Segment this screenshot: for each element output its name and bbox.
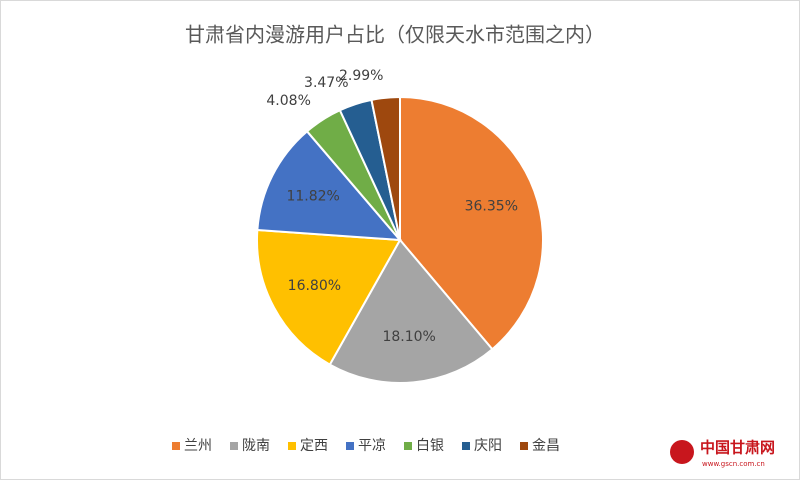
data-label: 3.47% [304, 75, 348, 91]
legend-label: 金昌 [532, 438, 560, 454]
pie-slice [328, 238, 494, 384]
pie-slice [256, 228, 402, 366]
data-label: 4.08% [266, 93, 310, 109]
legend-label: 定西 [300, 438, 328, 454]
pie-slice [256, 129, 403, 242]
data-label: 11.82% [286, 188, 339, 204]
legend-label: 庆阳 [474, 438, 502, 454]
legend-label: 兰州 [184, 438, 212, 454]
logo-name: 中国甘肃网 [700, 439, 775, 457]
logo-url: www.gscn.com.cn [702, 460, 765, 468]
legend-label: 平凉 [358, 438, 386, 454]
legend-label: 陇南 [242, 438, 270, 454]
legend-swatch [520, 442, 528, 450]
legend-swatch [288, 442, 296, 450]
legend-swatch [346, 442, 354, 450]
logo-icon [670, 440, 694, 464]
chart-title: 甘肃省内漫游用户占比（仅限天水市范围之内） [185, 23, 605, 47]
data-label: 18.10% [382, 329, 435, 345]
legend-swatch [230, 442, 238, 450]
legend-swatch [462, 442, 470, 450]
watermark: 中国甘肃网 www.gscn.com.cn [670, 439, 775, 468]
legend-swatch [172, 442, 180, 450]
pie-slice [370, 95, 401, 241]
legend-swatch [404, 442, 412, 450]
data-label: 2.99% [339, 68, 383, 84]
pie-slice [399, 95, 544, 351]
data-label: 16.80% [288, 278, 341, 294]
data-label: 36.35% [465, 199, 518, 215]
legend-label: 白银 [416, 438, 444, 454]
